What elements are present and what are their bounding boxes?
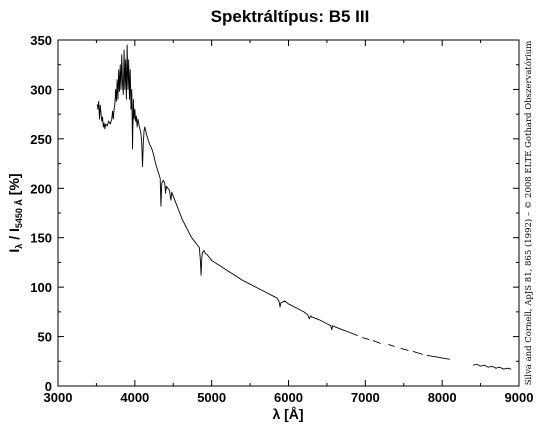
x-axis-label: λ [Å] (272, 406, 303, 422)
x-axis: 3000 4000 5000 6000 7000 8000 9000 (44, 40, 534, 405)
spectrum-segment-0-2 (372, 340, 381, 344)
y-axis-label: Iλ / I5450 Å [%] (6, 173, 24, 252)
y-tick-label-150: 150 (30, 231, 52, 246)
y-label-sub1: λ (14, 244, 24, 249)
y-tick-label-300: 300 (30, 82, 52, 97)
y-label-end: [%] (6, 173, 22, 199)
x-tick-label-4000: 4000 (120, 390, 149, 405)
y-tick-label-0: 0 (45, 379, 52, 394)
x-tick-label-6000: 6000 (274, 390, 303, 405)
x-tick-label-7000: 7000 (351, 390, 380, 405)
y-label-main: I (6, 249, 22, 253)
spectrum-segment-0-3 (388, 344, 395, 347)
x-tick-label-9000: 9000 (505, 390, 534, 405)
spectrum-segment-0-0 (96, 44, 358, 336)
spectrum-segment-0-6 (426, 354, 450, 360)
y-tick-label-350: 350 (30, 33, 52, 48)
x-tick-label-8000: 8000 (428, 390, 457, 405)
y-tick-label-50: 50 (38, 330, 52, 345)
chart-title: Spektráltípus: B5 III (211, 7, 370, 26)
y-label-mid: / I (6, 228, 22, 244)
spectrum-segment-0-5 (412, 350, 424, 355)
spectrum-segment-0-7 (472, 363, 512, 370)
y-axis: 0 50 100 150 200 250 300 350 (30, 33, 519, 394)
spectrum-series (96, 44, 512, 370)
spectrum-segment-0-1 (362, 337, 370, 340)
spectrum-segment-0-4 (400, 347, 409, 351)
y-tick-label-100: 100 (30, 280, 52, 295)
x-tick-label-3000: 3000 (44, 390, 73, 405)
plot-frame (57, 39, 520, 387)
y-tick-label-200: 200 (30, 181, 52, 196)
credit-text: Silva and Cornell, ApJS 81, 865 (1992) –… (523, 41, 534, 386)
x-tick-label-5000: 5000 (197, 390, 226, 405)
y-label-sub2: 5450 Å (14, 199, 24, 229)
y-tick-label-250: 250 (30, 132, 52, 147)
